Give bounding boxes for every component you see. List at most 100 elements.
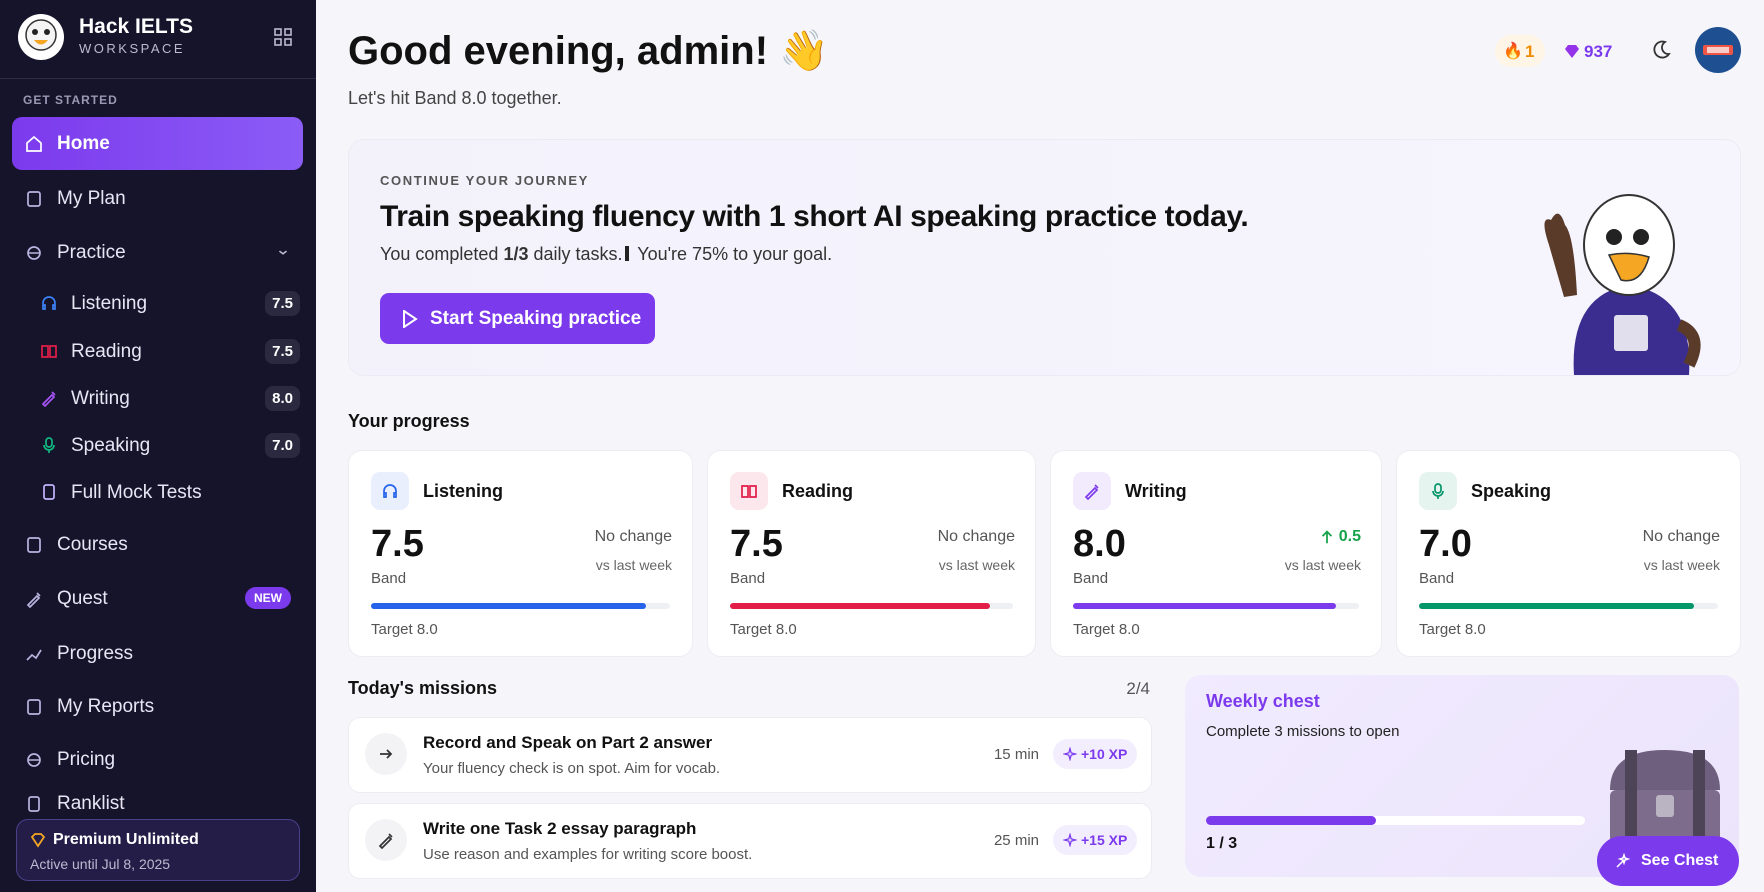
nav-item[interactable]: Ranklist [12,777,303,830]
premium-icon [30,833,46,848]
greeting: Good evening, admin! 👋 [348,29,829,73]
mission-xp: +15 XP [1053,825,1137,855]
progress-track [730,603,1013,609]
skill-icon-box [1073,472,1111,510]
nav-subitem[interactable]: Full Mock Tests [26,470,300,514]
hero-title: Train speaking fluency with 1 short AI s… [380,200,1249,233]
target: Target 8.0 [1073,621,1140,638]
hero-text-after: You're 75% to your goal. [637,244,833,264]
hero-text-before: You completed [380,244,499,264]
chest-track [1206,816,1585,825]
nav-subitem[interactable]: Reading 7.5 [26,329,300,373]
band-label: Band [371,570,407,587]
premium-box[interactable]: Premium Unlimited Active until Jul 8, 20… [16,819,300,881]
start-button[interactable]: Start Speaking practice [380,293,655,344]
cursor [624,246,629,261]
fire-icon: 🔥 [1503,43,1523,60]
change: No change [594,528,672,545]
brand-sub: WORKSPACE [79,41,186,56]
mission[interactable]: Write one Task 2 essay paragraph Use reas… [348,803,1152,879]
skill-icon-box [730,472,768,510]
nav-item[interactable]: Progress [12,627,303,680]
nav-label: Pricing [57,749,116,770]
icon [27,699,41,715]
progress-track [1419,603,1718,609]
skill-name: Speaking [1471,481,1552,501]
nav-subitem[interactable]: Speaking 7.0 [26,423,300,467]
streak-chip[interactable]: 🔥 1 [1495,35,1545,67]
mission-icon [365,819,407,861]
band-label: Band [1073,570,1109,587]
skill-name: Writing [1125,481,1187,501]
mission-time: 15 min [993,746,1039,763]
nav-label: Speaking [71,435,151,456]
icon [1063,747,1077,761]
nav-item[interactable]: Courses [12,518,303,571]
avatar[interactable] [1695,27,1741,73]
mission-icon [365,733,407,775]
progress-fill [371,603,646,609]
target: Target 8.0 [371,621,438,638]
nav-item[interactable]: My Plan [12,172,303,225]
icon [741,485,757,498]
missions-title: Today's missions [348,678,497,698]
icon [380,749,393,759]
nav-score: 7.5 [265,339,300,364]
theme-toggle[interactable] [1650,39,1672,61]
nav-item[interactable]: My Reports [12,680,303,733]
change-note: vs last week [938,557,1015,573]
nav-item-active[interactable]: Home [12,117,303,170]
nav-subitem[interactable]: Listening 7.5 [26,281,300,325]
hero-eyebrow: CONTINUE YOUR JOURNEY [380,173,589,188]
band-label: Band [730,570,766,587]
layout-toggle[interactable] [273,27,293,47]
nav-label: Full Mock Tests [71,482,202,503]
icon [28,796,40,812]
progress-card: Speaking 7.0 Band No change vs last week Targ… [1396,450,1741,657]
nav-label: Progress [57,643,134,664]
nav-label: Practice [57,242,126,263]
nav-subitem[interactable]: Writing 8.0 [26,376,300,420]
icon [383,484,397,498]
logo [18,14,64,60]
progress-fill [730,603,990,609]
target: Target 8.0 [1419,621,1486,638]
play-icon [403,310,418,328]
icon [43,484,55,500]
nav-badge: NEW [245,587,291,609]
mission[interactable]: Record and Speak on Part 2 answer Your fl… [348,717,1152,793]
nav-item[interactable]: Quest NEW [12,572,303,625]
progress-fill [1073,603,1336,609]
target: Target 8.0 [730,621,797,638]
nav-label: Ranklist [57,793,125,814]
mission-description: Use reason and examples for writing scor… [423,846,753,863]
sidebar: Hack IELTS WORKSPACE GET STARTED Home My … [0,0,316,892]
nav-item[interactable]: Pricing [12,733,303,786]
chest-button-icon [1616,853,1631,868]
icon [41,391,56,407]
band-value: 8.0 [1073,523,1126,565]
mascot [1544,194,1701,375]
section-label: GET STARTED [23,93,118,107]
icon [27,753,41,767]
nav-score: 7.5 [265,291,300,316]
chest-text: Complete 3 missions to open [1206,723,1400,740]
gems-chip[interactable]: 937 [1560,35,1632,67]
change-note: vs last week [595,557,672,573]
premium-title: Premium Unlimited [53,831,199,848]
nav-item[interactable]: Practice [12,226,303,279]
see-chest-button[interactable]: See Chest [1597,836,1739,886]
mission-description: Your fluency check is on spot. Aim for v… [423,760,721,777]
skill-name: Reading [782,481,854,501]
change-note: vs last week [1284,557,1361,573]
streak: 1 [1525,42,1535,61]
mission-time: 25 min [993,832,1039,849]
nav-label: Reading [71,341,142,362]
icon [1063,833,1077,847]
up-arrow [1321,530,1333,544]
premium-subtitle: Active until Jul 8, 2025 [30,856,171,872]
nav-score: 7.0 [265,433,300,458]
hero-card: CONTINUE YOUR JOURNEY Train speaking flu… [348,139,1741,376]
chevron [278,250,288,255]
